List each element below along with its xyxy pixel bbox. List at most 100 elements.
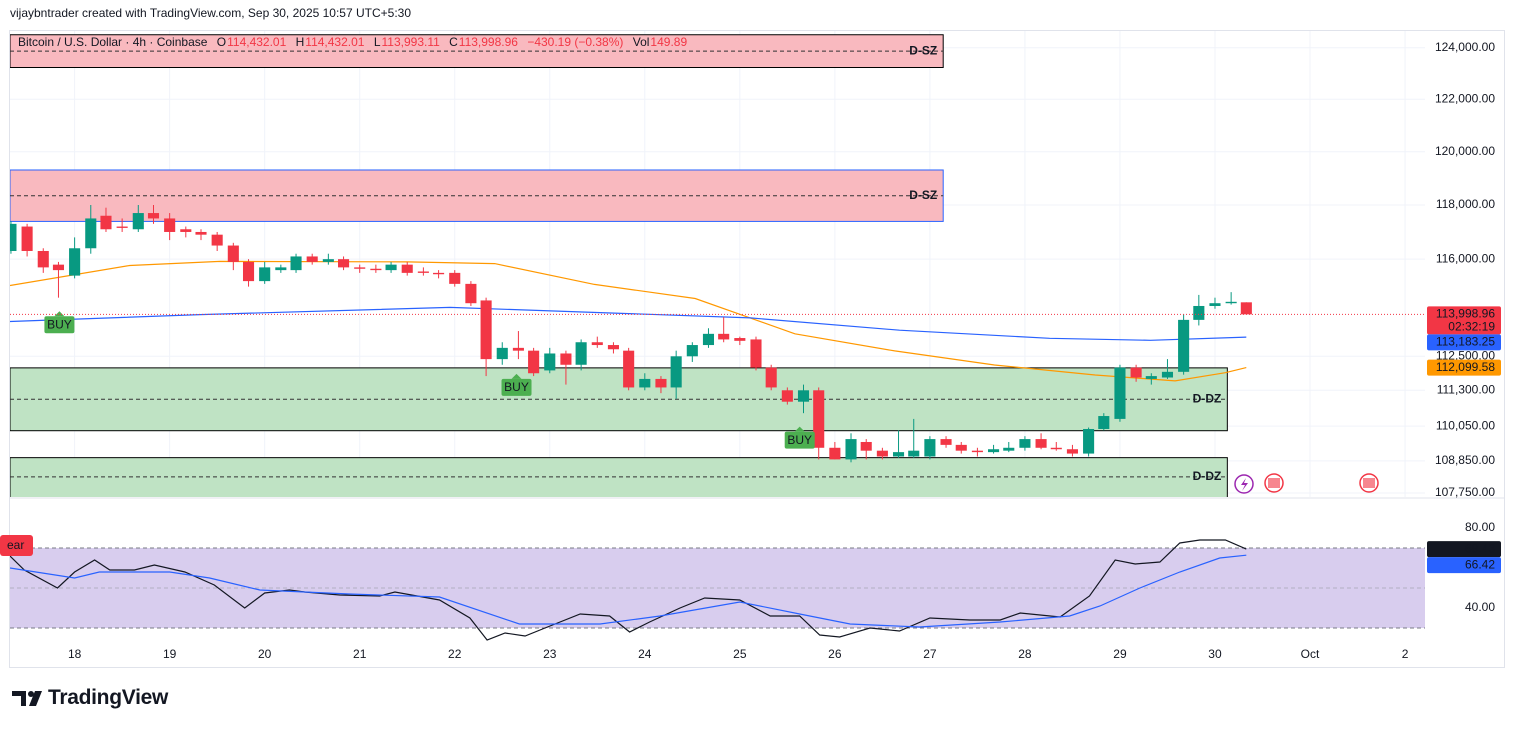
price-label: 112,099.58 (1436, 360, 1495, 374)
candle-body (496, 347, 508, 360)
price-label-box (1427, 359, 1501, 376)
ohlc-value: 113,993.11 (381, 35, 440, 49)
logo (12, 691, 42, 706)
candle-body (275, 267, 287, 271)
price-label: 113,183.25 (1436, 335, 1495, 349)
ohlc-key: O (216, 35, 227, 49)
candle-body (10, 223, 17, 251)
x-tick-label: 22 (448, 647, 462, 661)
candle-body (370, 268, 382, 271)
candle-body (1193, 305, 1205, 320)
x-tick-label: 24 (638, 647, 652, 661)
signal-label: BUY (504, 380, 529, 394)
signal-arrow (794, 426, 805, 432)
zone-label: D-DZ (1193, 391, 1222, 405)
candle-body (164, 218, 176, 232)
brand: TradingView (48, 686, 169, 709)
candle-body (1209, 303, 1221, 306)
candle-body (290, 256, 302, 271)
rsi-line (10, 554, 1247, 628)
x-tick-label: 26 (828, 647, 842, 661)
candle-body (1050, 447, 1062, 450)
candle-body (465, 283, 477, 304)
ohlc-value: 113,998.96 (458, 35, 518, 49)
candle-body (607, 345, 619, 350)
candle-body (85, 218, 97, 249)
candle-body (338, 259, 350, 268)
signal-arrow (511, 373, 522, 379)
x-tick-label: 28 (1018, 647, 1032, 661)
moving-average (10, 306, 1247, 341)
candle-body (21, 226, 33, 251)
candle-body (306, 256, 318, 262)
signal-box (784, 431, 815, 449)
tag-box (0, 535, 33, 556)
candle-body (892, 452, 905, 457)
y-tick-label: 110,050.00 (1436, 418, 1495, 432)
candle-body (147, 213, 160, 219)
x-tick-label: 21 (353, 647, 367, 661)
signal-box (501, 378, 532, 396)
candle-body (686, 345, 698, 357)
candle-body (845, 439, 857, 460)
candle-body (765, 367, 777, 388)
y-tick-label: 111,300.00 (1437, 382, 1496, 396)
candle-body (385, 264, 397, 271)
candle-body (52, 264, 65, 271)
candle-body (242, 261, 255, 282)
rsi-value-label: 69.43 (1465, 541, 1495, 555)
candle-body (655, 378, 667, 388)
candle-body (1083, 428, 1095, 454)
candle-body (670, 356, 682, 388)
buy-signal: BUY (784, 426, 815, 449)
candle-body (227, 245, 239, 262)
candle-body (180, 229, 192, 232)
y-tick-label: 122,000.00 (1435, 91, 1495, 105)
rsi-value-box (1427, 541, 1501, 558)
candle-body (813, 390, 825, 448)
candle-body (718, 333, 730, 340)
moving-average (10, 260, 1247, 382)
ohlc-key: H (295, 35, 305, 49)
price-label: 113,998.96 (1436, 307, 1495, 321)
candle-body (924, 439, 936, 457)
candle-body (955, 444, 967, 451)
candle-body (528, 350, 540, 374)
ohlc-key: L (373, 35, 381, 49)
candle-body (37, 250, 49, 268)
candle-body (116, 226, 128, 228)
candle-body (1066, 449, 1078, 454)
volume-value: 149.89 (650, 35, 688, 49)
credit: vijaybntrader created with TradingView.c… (10, 6, 412, 20)
candle-body (829, 447, 841, 460)
rsi-value-box (1427, 557, 1501, 574)
axes: 124,000.00 122,000.00 120,000.00 118,000.00… (0, 40, 1501, 661)
x-tick-label: 2 (1402, 647, 1409, 661)
candle-body (734, 338, 746, 341)
x-tick-label: 19 (163, 647, 177, 661)
signal-box (44, 316, 75, 334)
zone-label: D-DZ (1193, 469, 1222, 483)
change: −430.19 (−0.38%) (527, 35, 624, 49)
signal-arrow (54, 311, 65, 317)
candle-body (1161, 371, 1174, 378)
price-pane: D-SZ D-SZ D-DZ D-DZ BUY BUY BUY (10, 31, 1425, 497)
candle-body (1003, 447, 1015, 451)
candle-body (1225, 301, 1237, 304)
zone-label: D-SZ (909, 188, 937, 202)
candle-body (512, 347, 524, 351)
rsi-pane (10, 539, 1425, 641)
candle-body (1145, 376, 1157, 379)
candle-body (480, 300, 492, 360)
buy-signal: BUY (44, 311, 75, 334)
y-tick-label: 124,000.00 (1435, 40, 1495, 54)
signal-label: BUY (787, 433, 812, 447)
y-tick-label: 80.00 (1465, 520, 1495, 534)
volume-key: Vol (632, 35, 650, 49)
y-tick-label: 107,750.00 (1435, 485, 1495, 499)
ohlc-value: 114,432.01 (305, 35, 365, 49)
candle-body (560, 353, 572, 365)
y-tick-label: 116,000.00 (1436, 251, 1495, 265)
candle-body (69, 248, 81, 276)
